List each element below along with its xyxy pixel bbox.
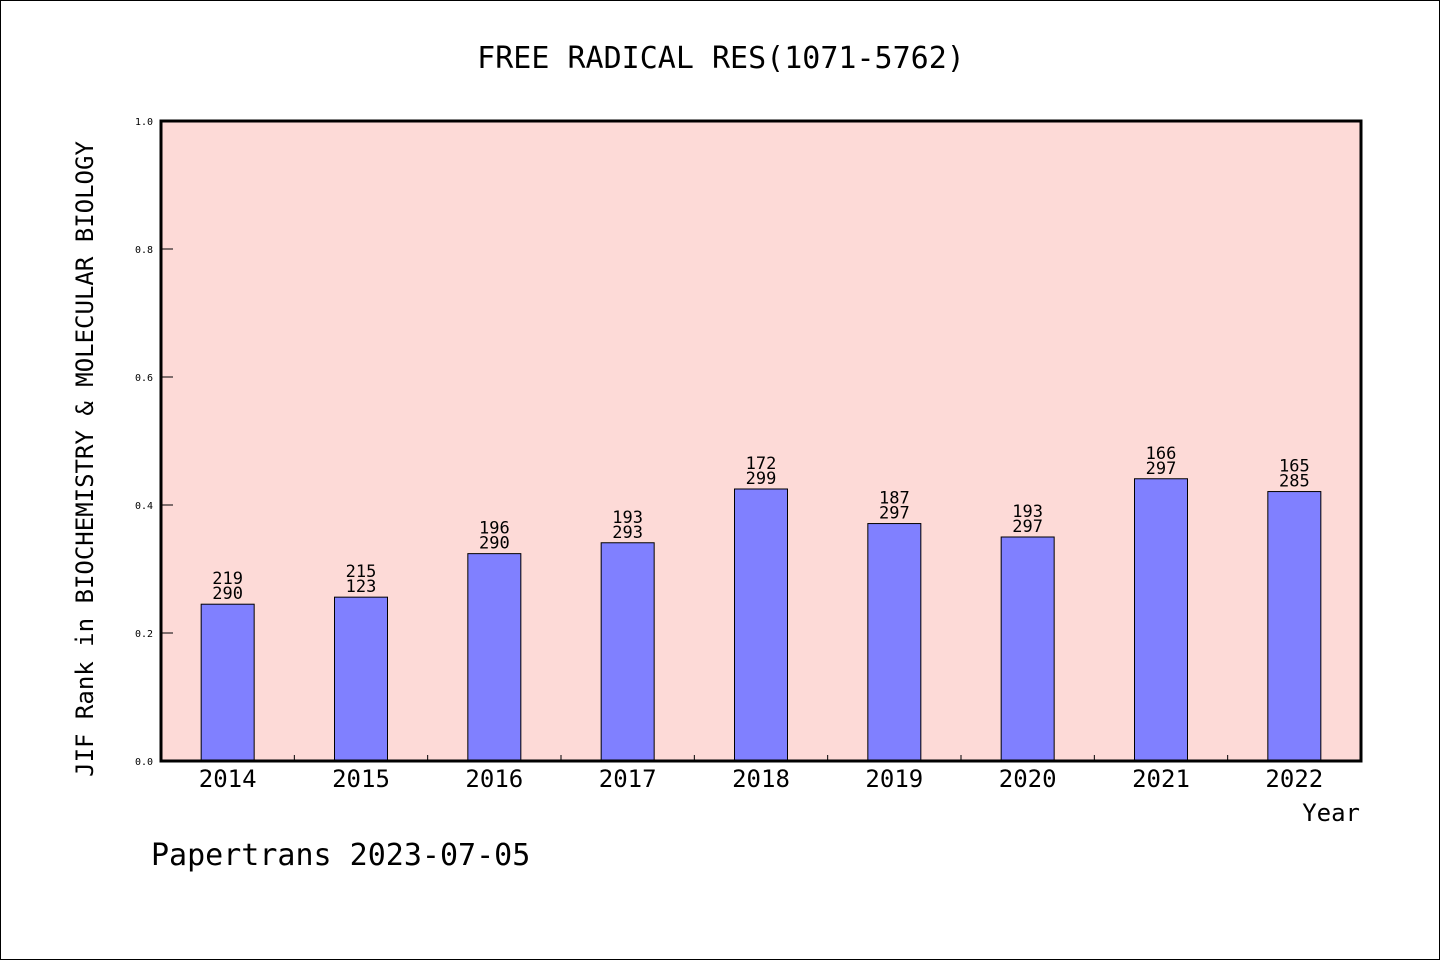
bar-2022 [1267,491,1322,762]
x-ticks-group: 2014 2015 2016 2017 2018 2019 2020 2021 2022 [199,755,1323,793]
bar-label-rank-2018: 172 [746,454,777,474]
x-tick-label-2019: 2019 [865,765,923,793]
bar-label-total-2015: 123 [346,577,377,597]
bar-label-total-2022: 285 [1279,472,1310,492]
y-tick-label-0.2: 0.2 [135,629,153,640]
y-tick-label-1.0: 1.0 [135,117,153,128]
bar-2020 [1000,536,1055,762]
bar-label-rank-2019: 187 [879,489,910,509]
x-tick-label-2021: 2021 [1132,765,1190,793]
x-tick-label-2018: 2018 [732,765,790,793]
bar-2019 [867,523,922,762]
plot-border [159,119,1363,763]
y-tick-label-0.4: 0.4 [135,501,153,512]
bar-label-rank-2014: 219 [212,569,243,589]
bar-label-total-2020: 297 [1012,517,1043,537]
y-tick-label-0.0: 0.0 [135,757,153,768]
bar-label-rank-2017: 193 [612,508,643,528]
bar-2017 [600,542,655,762]
bar-label-total-2021: 297 [1146,459,1177,479]
bar-label-rank-2015: 215 [346,562,377,582]
bar-label-total-2019: 297 [879,504,910,524]
bar-2016 [467,553,522,762]
x-tick-label-2017: 2017 [599,765,657,793]
bar-2014 [200,603,255,762]
y-tick-label-0.6: 0.6 [135,373,153,384]
bar-label-total-2017: 293 [612,523,643,543]
y-axis-label: JIF Rank in BIOCHEMISTRY & MOLECULAR BIO… [71,141,99,777]
x-tick-label-2020: 2020 [999,765,1057,793]
y-tick-label-0.8: 0.8 [135,245,153,256]
x-tick-label-2022: 2022 [1265,765,1323,793]
bar-label-rank-2022: 165 [1279,457,1310,477]
bar-2018 [734,488,788,762]
bars-group [200,478,1322,762]
x-tick-label-2016: 2016 [465,765,523,793]
footer-credit: Papertrans 2023-07-05 [151,838,530,873]
x-axis-label: Year [1302,799,1360,827]
bar-label-total-2016: 290 [479,534,510,554]
x-tick-label-2014: 2014 [199,765,257,793]
x-tick-label-2015: 2015 [332,765,390,793]
bar-label-rank-2020: 193 [1012,502,1043,522]
chart-title: FREE RADICAL RES(1071-5762) [477,41,965,76]
bar-label-rank-2021: 166 [1146,444,1177,464]
bar-2015 [334,596,388,762]
bar-label-total-2018: 299 [746,469,777,489]
bar-label-total-2014: 290 [212,584,243,604]
bar-label-rank-2016: 196 [479,519,510,539]
bar-2021 [1134,478,1188,762]
